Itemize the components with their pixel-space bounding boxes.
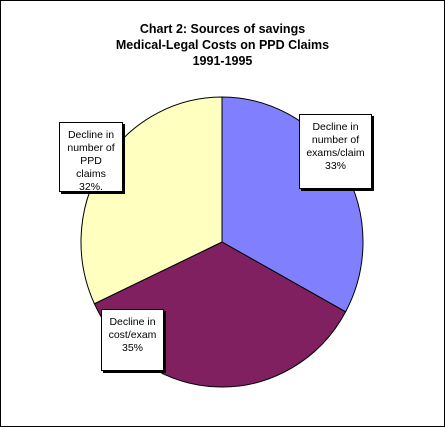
slice-label-ppd-claims: Decline in number of PPD claims 32%.	[59, 122, 123, 193]
chart-title-line-1: Chart 2: Sources of savings	[139, 22, 306, 36]
chart-title-line-2: Medical-Legal Costs on PPD Claims	[115, 38, 330, 52]
slice-label-line: cost/exam	[108, 329, 157, 341]
slice-label-line: Decline in	[109, 316, 156, 328]
slice-label-percent: 33%	[324, 160, 346, 172]
slice-label-percent: 35%	[121, 342, 143, 354]
slice-label-line: Decline in	[312, 121, 359, 133]
slice-label-cost-per-exam: Decline in cost/exam 35%	[101, 309, 164, 371]
slice-label-line: number of	[67, 142, 115, 154]
slice-label-line: exams/claim	[306, 147, 365, 159]
slice-label-line: PPD claims	[76, 155, 106, 180]
slice-label-line: Decline in	[67, 129, 115, 141]
chart-title-line-3: 1991-1995	[192, 54, 253, 68]
slice-label-percent: 32%.	[79, 181, 103, 193]
slice-label-exams-per-claim: Decline in number of exams/claim 33%	[299, 114, 372, 189]
slice-label-line: number of	[311, 134, 360, 146]
